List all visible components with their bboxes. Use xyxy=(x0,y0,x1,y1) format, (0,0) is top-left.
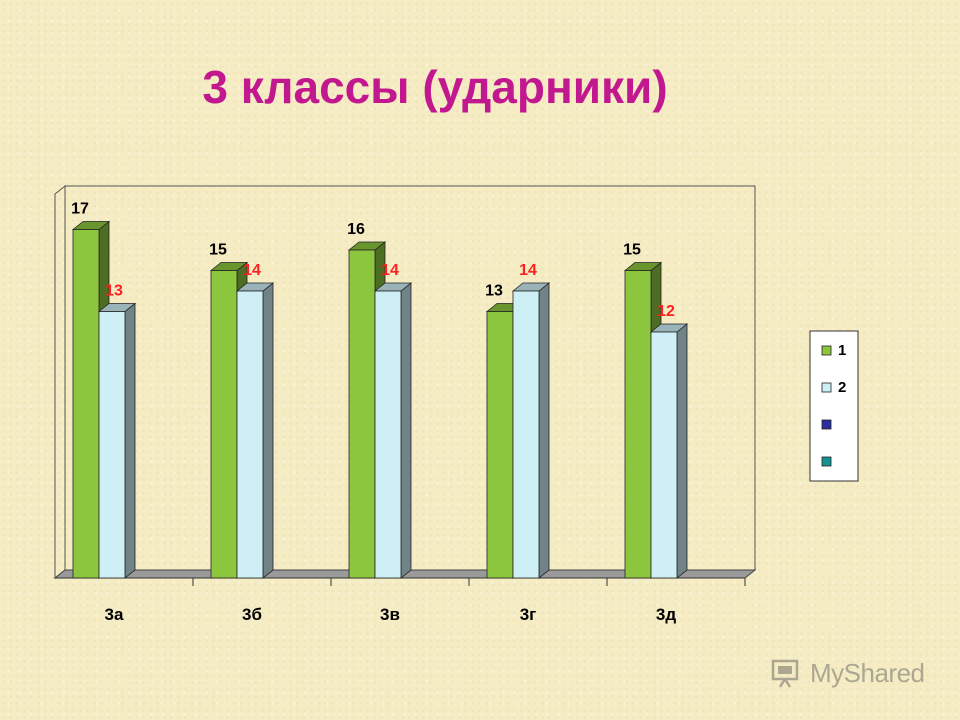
legend-swatch-2 xyxy=(821,382,832,393)
chart-title: 3 классы (ударники) xyxy=(202,61,668,113)
value-label-s2-3д: 12 xyxy=(657,303,675,320)
legend-label-1: 1 xyxy=(838,342,846,359)
legend-label-2: 2 xyxy=(838,379,846,396)
legend-swatch-3 xyxy=(821,419,832,430)
value-label-s2-3а: 13 xyxy=(105,283,123,300)
bar-s2-3в xyxy=(374,290,402,579)
value-label-s2-3в: 14 xyxy=(381,262,399,279)
bar-side-s2-3в xyxy=(400,282,412,579)
watermark-text: MyShared xyxy=(810,657,925,688)
value-label-s2-3г: 14 xyxy=(519,262,537,279)
category-label-3д: 3д xyxy=(656,605,676,624)
category-label-3г: 3г xyxy=(520,605,537,624)
plot-side-wall xyxy=(54,184,66,580)
bar-s2-3б xyxy=(236,290,264,579)
bar-s1-3г xyxy=(486,311,514,579)
bar-s1-3а xyxy=(72,229,100,579)
bar-side-s2-3г xyxy=(538,282,550,579)
presentation-icon xyxy=(771,659,799,688)
category-label-3а: 3а xyxy=(105,605,124,624)
bar-s2-3г xyxy=(512,290,540,579)
legend-swatch-4 xyxy=(821,456,832,467)
category-label-3б: 3б xyxy=(242,605,262,624)
legend-box xyxy=(809,330,859,482)
value-label-s2-3б: 14 xyxy=(243,262,261,279)
value-labels-group: 17 13 15 14 16 14 13 14 15 12 xyxy=(71,201,675,321)
x-axis: 3а 3б 3в 3г 3д xyxy=(105,578,746,624)
bar-side-s2-3б xyxy=(262,282,274,579)
value-label-s1-3б: 15 xyxy=(209,242,227,259)
value-label-s1-3д: 15 xyxy=(623,242,641,259)
bar-s2-3а xyxy=(98,311,126,579)
bars-group xyxy=(71,220,689,579)
bar-s1-3д xyxy=(624,270,652,579)
value-label-s1-3в: 16 xyxy=(347,221,365,238)
legend: 12 xyxy=(809,330,859,482)
bar-side-s2-3д xyxy=(676,323,688,579)
bar-s1-3в xyxy=(348,249,376,579)
bar-s1-3б xyxy=(210,270,238,579)
legend-swatch-1 xyxy=(821,345,832,356)
bar-side-s2-3а xyxy=(124,302,136,579)
category-label-3в: 3в xyxy=(380,605,400,624)
value-label-s1-3г: 13 xyxy=(485,283,503,300)
watermark: MyShared xyxy=(770,656,940,690)
value-label-s1-3а: 17 xyxy=(71,201,89,218)
bar-s2-3д xyxy=(650,331,678,579)
